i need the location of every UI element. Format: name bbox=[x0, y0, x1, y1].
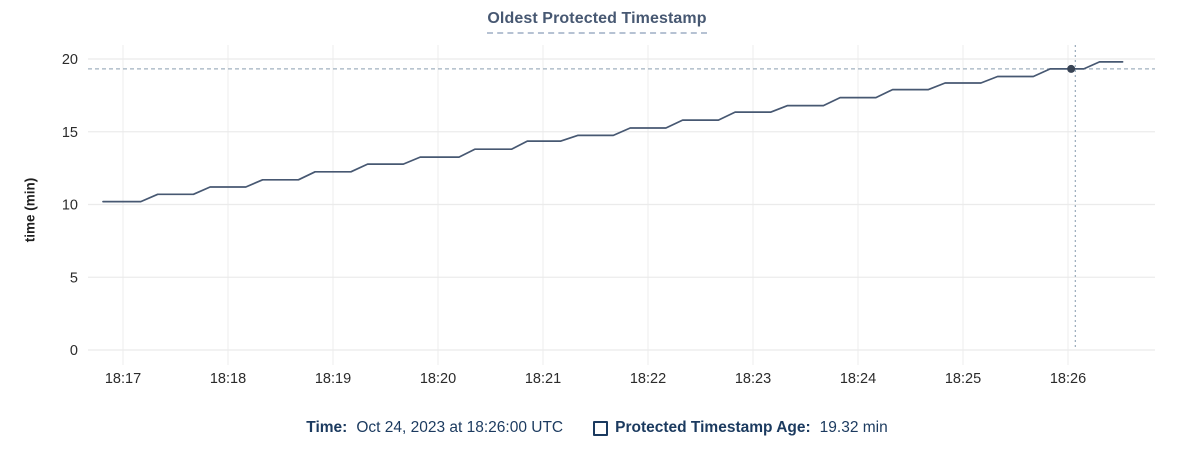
chart-header: Oldest Protected Timestamp bbox=[0, 10, 1194, 34]
x-tick-label: 18:21 bbox=[525, 371, 561, 387]
y-tick-label: 10 bbox=[62, 198, 78, 214]
x-tick-label: 18:25 bbox=[945, 371, 981, 387]
y-axis-tick-labels: 0 5 10 15 20 bbox=[62, 52, 78, 359]
x-tick-label: 18:19 bbox=[315, 371, 351, 387]
y-tick-label: 20 bbox=[62, 52, 78, 68]
x-axis-tick-labels: 18:17 18:18 18:19 18:20 18:21 18:22 18:23 18:24… bbox=[105, 371, 1086, 387]
legend-series-value: 19.32 min bbox=[819, 419, 888, 436]
chart-title[interactable]: Oldest Protected Timestamp bbox=[487, 10, 707, 34]
y-tick-label: 5 bbox=[70, 270, 78, 286]
x-tick-label: 18:22 bbox=[630, 371, 666, 387]
y-tick-label: 0 bbox=[70, 343, 78, 359]
x-tick-label: 18:18 bbox=[210, 371, 246, 387]
series-line-protected-timestamp-age bbox=[102, 61, 1124, 203]
hover-point-marker bbox=[1067, 64, 1076, 73]
y-tick-label: 15 bbox=[62, 125, 78, 141]
legend-time-value: Oct 24, 2023 at 18:26:00 UTC bbox=[356, 419, 564, 436]
chart-legend: Time: Oct 24, 2023 at 18:26:00 UTC Prote… bbox=[0, 419, 1194, 437]
x-tick-label: 18:20 bbox=[420, 371, 456, 387]
x-tick-label: 18:17 bbox=[105, 371, 141, 387]
x-tick-label: 18:24 bbox=[840, 371, 876, 387]
legend-series-label: Protected Timestamp Age: bbox=[615, 419, 811, 436]
legend-time-label: Time: bbox=[306, 419, 348, 436]
x-tick-label: 18:23 bbox=[735, 371, 771, 387]
x-tick-label: 18:26 bbox=[1050, 371, 1086, 387]
horizontal-gridlines bbox=[88, 58, 1155, 351]
series-checkbox-icon[interactable] bbox=[593, 420, 609, 436]
legend-series-toggle[interactable]: Protected Timestamp Age: 19.32 min bbox=[593, 419, 888, 437]
